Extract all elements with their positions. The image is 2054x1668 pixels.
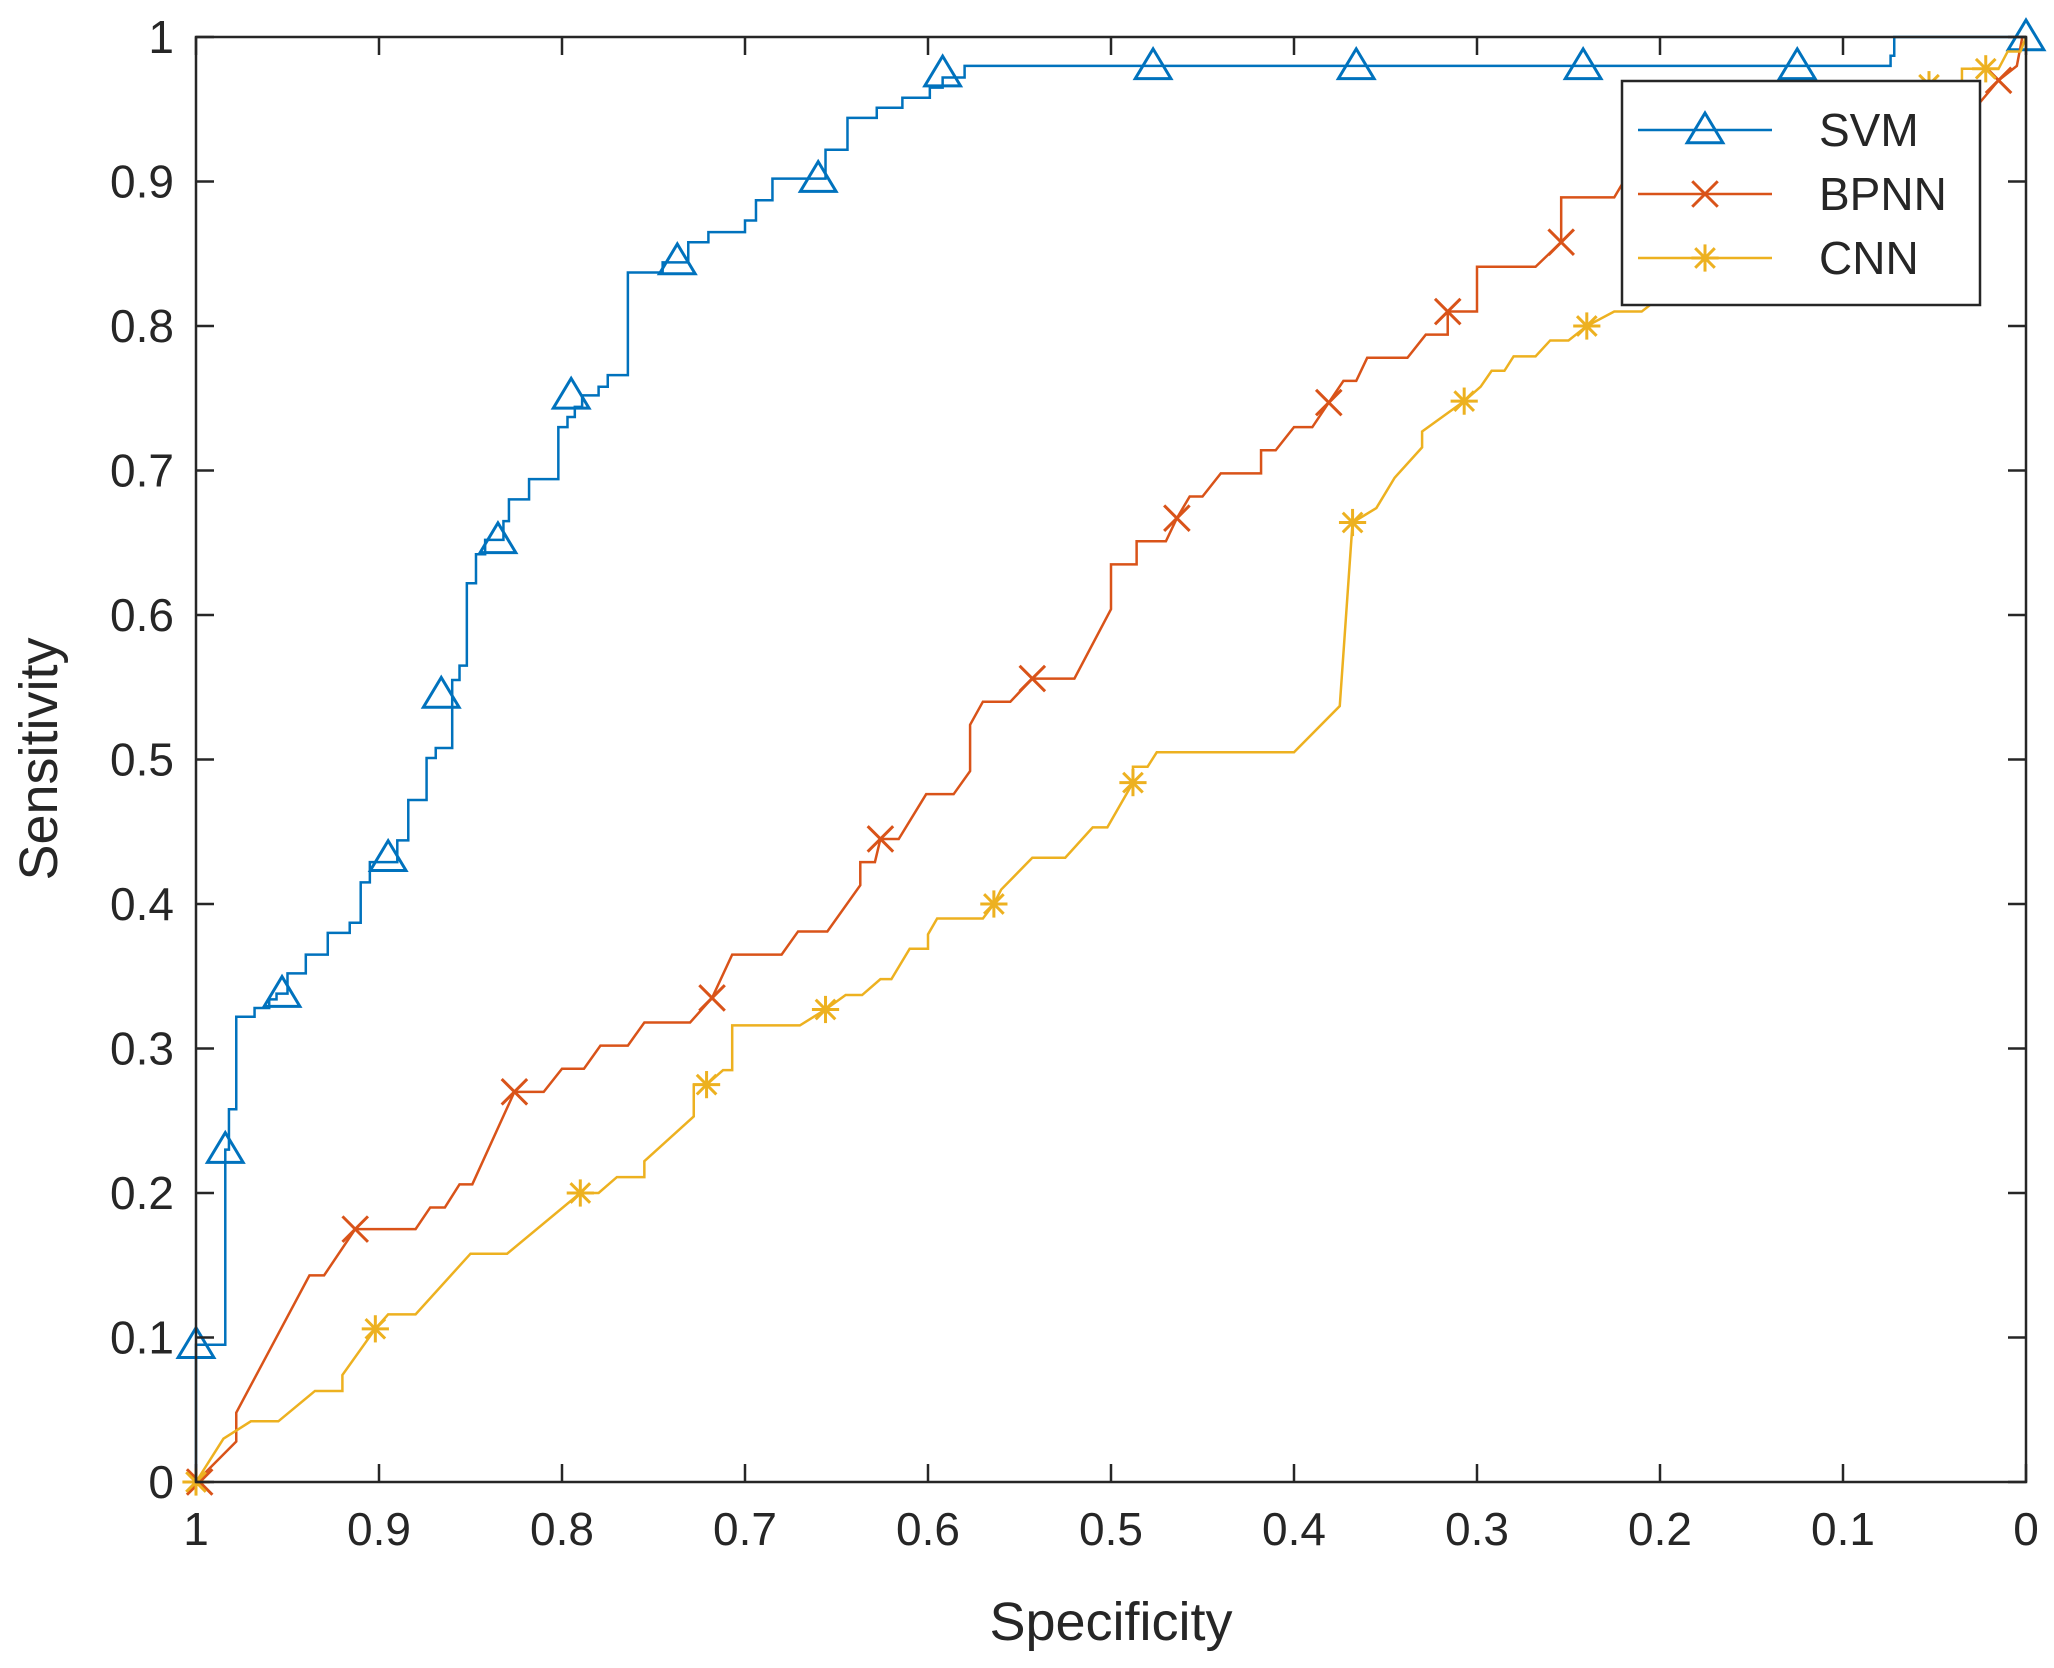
legend-box: [1620, 79, 1982, 307]
x-tick-label: 0.1: [1811, 1503, 1875, 1555]
marker-bpnn: [1314, 388, 1343, 417]
legend-entry-svm: SVM: [1638, 104, 1919, 156]
x-tick-label: 0.6: [896, 1503, 960, 1555]
series-line-svm: [194, 35, 2026, 1482]
marker-bpnn: [341, 1215, 370, 1243]
series-bpnn: [185, 35, 2026, 1496]
marker-cnn: [1119, 769, 1147, 797]
marker-svm: [922, 53, 964, 88]
marker-cnn: [1450, 387, 1478, 415]
marker-svm: [367, 837, 409, 873]
marker-svm: [1776, 45, 1818, 81]
marker-bpnn: [1433, 297, 1462, 326]
legend-label-bpnn: BPNN: [1819, 168, 1947, 220]
marker-svm: [477, 519, 519, 555]
marker-svm: [1562, 45, 1604, 81]
marker-svm: [656, 241, 698, 276]
legend-entry-cnn: CNN: [1638, 232, 1919, 284]
y-tick-label: 0: [148, 1456, 174, 1508]
legend: SVM BPNN CNN: [1620, 79, 1982, 307]
marker-svm: [204, 1129, 246, 1164]
marker-cnn: [1338, 508, 1367, 537]
x-tick-label: 0.2: [1628, 1503, 1692, 1555]
marker-cnn: [361, 1315, 389, 1343]
x-tick-label: 0: [2013, 1503, 2039, 1555]
y-tick-label: 0.6: [110, 589, 174, 641]
legend-marker-bpnn: [1691, 180, 1719, 208]
marker-cnn: [980, 890, 1008, 918]
marker-bpnn: [1547, 228, 1575, 257]
legend-entry-bpnn: BPNN: [1638, 168, 1947, 220]
tick-layer: [194, 35, 2028, 1484]
marker-svm: [1132, 45, 1174, 81]
x-tick-label: 0.4: [1262, 1503, 1326, 1555]
y-tick-label: 1: [148, 11, 174, 63]
tick-label-layer: 1 0.9 0.8 0.7 0.6 0.5 0.4 0.3 0.2 0.1 0 0 0.1 0.2 0.3 0…: [110, 11, 2039, 1555]
y-tick-label: 0.8: [110, 300, 174, 352]
series-svm: [175, 17, 2047, 1482]
marker-bpnn: [698, 984, 726, 1012]
y-axis-label: Sensitivity: [9, 637, 69, 880]
marker-svm: [797, 158, 839, 193]
marker-cnn: [1972, 55, 2000, 83]
marker-svm: [550, 375, 592, 410]
marker-cnn: [566, 1179, 594, 1207]
legend-label-svm: SVM: [1819, 104, 1919, 156]
marker-svm: [420, 674, 462, 709]
y-tick-label: 0.2: [110, 1167, 174, 1219]
marker-svm: [261, 973, 303, 1008]
y-tick-label: 0.7: [110, 445, 174, 497]
x-tick-label: 0.8: [530, 1503, 594, 1555]
y-tick-label: 0.5: [110, 734, 174, 786]
x-tick-label: 0.5: [1079, 1503, 1143, 1555]
x-axis-label: Specificity: [989, 1592, 1232, 1652]
marker-bpnn: [866, 825, 895, 853]
x-tick-label: 0.9: [347, 1503, 411, 1555]
x-tick-label: 0.7: [713, 1503, 777, 1555]
legend-marker-cnn: [1691, 244, 1719, 272]
marker-bpnn: [500, 1078, 529, 1106]
y-tick-label: 0.1: [110, 1312, 174, 1364]
x-tick-label: 1: [183, 1503, 209, 1555]
marker-bpnn: [1163, 504, 1191, 532]
series-line-cnn: [194, 36, 2028, 1483]
marker-cnn: [811, 995, 840, 1024]
legend-label-cnn: CNN: [1819, 232, 1919, 284]
y-tick-label: 0.3: [110, 1023, 174, 1075]
legend-marker-svm: [1684, 110, 1726, 145]
marker-cnn: [692, 1071, 721, 1099]
marker-svm: [1335, 45, 1377, 81]
x-tick-label: 0.3: [1445, 1503, 1509, 1555]
series-line-bpnn: [195, 35, 2026, 1483]
y-tick-label: 0.9: [110, 156, 174, 208]
marker-cnn: [1573, 312, 1601, 340]
y-tick-label: 0.4: [110, 878, 174, 930]
marker-bpnn: [1018, 664, 1047, 693]
series-layer: [175, 17, 2047, 1496]
